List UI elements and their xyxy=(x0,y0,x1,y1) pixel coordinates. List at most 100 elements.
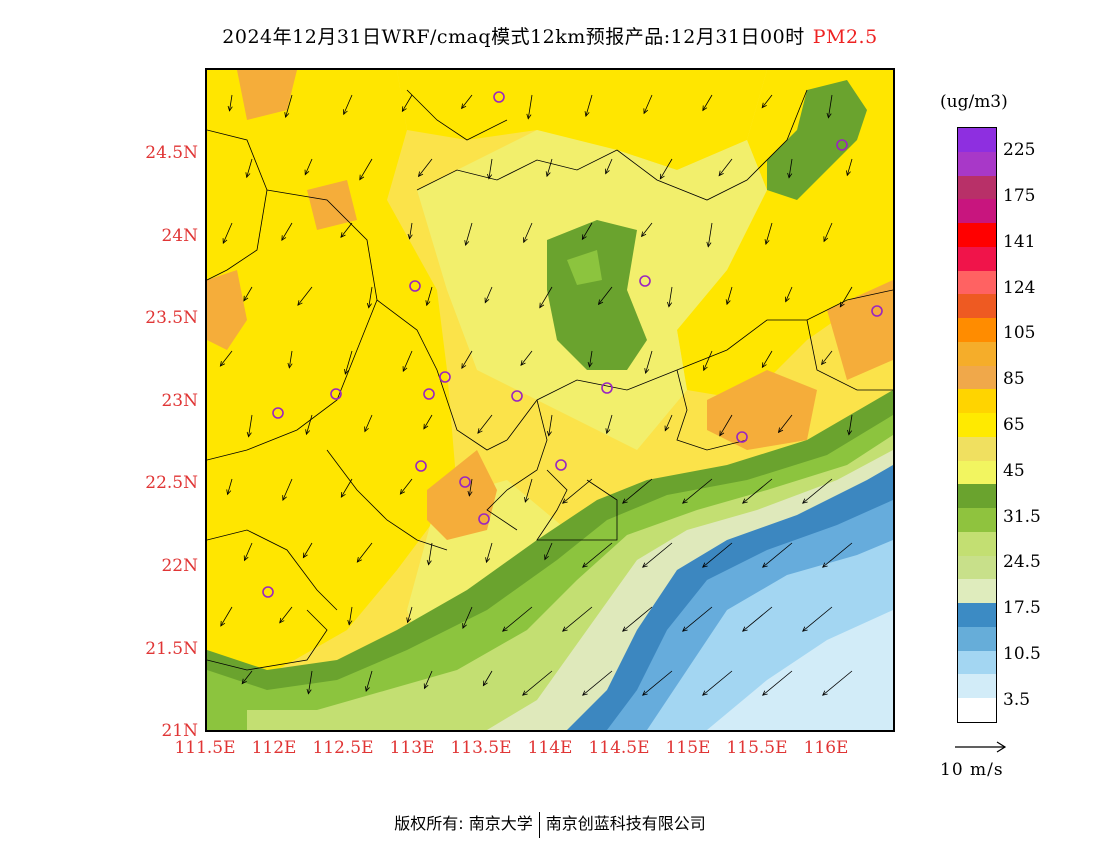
colorbar-cell xyxy=(958,199,996,224)
wind-arrow xyxy=(243,542,253,562)
colorbar xyxy=(957,127,997,723)
border-line xyxy=(207,609,328,671)
wind-arrow xyxy=(364,670,373,693)
wind-arrow xyxy=(761,350,773,369)
colorbar-unit: (ug/m3) xyxy=(940,92,1008,112)
station-markers xyxy=(262,91,883,598)
border-line xyxy=(326,449,448,551)
wind-arrow xyxy=(664,414,673,432)
border-line xyxy=(207,299,378,461)
wind-arrow xyxy=(522,670,553,696)
lon-label: 112E xyxy=(251,738,297,758)
lat-label: 22.5N xyxy=(145,473,198,493)
colorbar-label: 85 xyxy=(1003,369,1025,389)
wind-arrow xyxy=(762,670,793,696)
wind-arrow xyxy=(742,606,773,632)
wind-arrow xyxy=(562,478,593,504)
wind-reference-arrow xyxy=(955,741,1007,753)
wind-arrow xyxy=(702,94,713,112)
lon-label: 116E xyxy=(803,738,849,758)
wind-arrow xyxy=(826,94,833,119)
zone-yellow-bright-north xyxy=(397,70,767,170)
lon-label: 114.5E xyxy=(588,738,650,758)
wind-arrow xyxy=(502,606,533,632)
wind-arrow xyxy=(487,158,493,180)
station-marker xyxy=(459,476,471,488)
colorbar-label: 31.5 xyxy=(1003,507,1041,527)
wind-arrow xyxy=(340,222,353,238)
wind-arrow xyxy=(562,606,593,632)
wind-arrow xyxy=(226,478,233,496)
wind-arrow xyxy=(764,222,773,246)
wind-arrow xyxy=(227,94,233,112)
colorbar-label: 175 xyxy=(1003,186,1036,206)
colorbar-cell xyxy=(958,246,996,272)
station-marker xyxy=(511,390,523,402)
wind-arrow xyxy=(305,414,313,436)
colorbar-cell xyxy=(958,603,996,628)
wind-arrow xyxy=(544,542,553,561)
wind-arrow xyxy=(220,606,233,627)
colorbar-label: 17.5 xyxy=(1003,598,1041,618)
border-line xyxy=(486,399,548,531)
wind-arrow xyxy=(605,158,613,175)
colorbar-cell xyxy=(958,508,996,533)
lon-label: 111.5E xyxy=(174,738,236,758)
wind-arrow xyxy=(718,158,733,177)
footer-right: 南京创蓝科技有限公司 xyxy=(545,814,706,833)
station-marker xyxy=(423,388,435,400)
lon-label: 114E xyxy=(527,738,573,758)
wind-arrow xyxy=(802,606,833,632)
wind-arrow xyxy=(462,606,473,629)
wind-arrow xyxy=(281,222,293,242)
wind-arrow xyxy=(406,606,413,624)
wind-arrow xyxy=(246,414,253,438)
lat-label: 21N xyxy=(161,721,198,741)
colorbar-label: 141 xyxy=(1003,232,1036,252)
wind-arrow xyxy=(582,542,613,568)
wind-arrow xyxy=(546,414,553,437)
colorbar-cell xyxy=(958,555,996,580)
wind-arrow xyxy=(622,606,653,632)
wind-arrow xyxy=(582,670,613,696)
wind-arrow xyxy=(539,286,553,309)
colorbar-cell xyxy=(958,579,996,604)
border-line xyxy=(616,89,808,201)
wind-arrow xyxy=(245,158,253,179)
colorbar-cell xyxy=(958,413,996,438)
wind-arrow xyxy=(644,350,653,374)
title-main: 2024年12月31日WRF/cmaq模式12km预报产品:12月31日00时 xyxy=(222,26,805,48)
border-line xyxy=(416,149,618,191)
wind-arrow xyxy=(343,94,353,116)
wind-arrow xyxy=(297,286,313,306)
wind-arrow xyxy=(287,350,293,369)
wind-arrow xyxy=(402,350,413,373)
wind-arrow xyxy=(222,222,233,245)
lon-label: 112.5E xyxy=(312,738,374,758)
wind-arrow xyxy=(464,222,473,246)
wind-arrow xyxy=(846,158,853,177)
wind-arrow xyxy=(407,222,413,240)
band-blue-pale xyxy=(707,610,893,730)
wind-vectors xyxy=(219,94,853,696)
wind-arrow xyxy=(742,478,773,504)
wind-arrow xyxy=(340,478,353,498)
wind-arrow xyxy=(523,222,533,244)
colorbar-cell xyxy=(958,365,996,390)
wind-arrow xyxy=(520,350,533,366)
wind-arrow xyxy=(423,670,433,690)
wind-arrow xyxy=(306,670,313,695)
wind-arrow xyxy=(484,286,493,304)
wind-arrow xyxy=(659,158,673,180)
colorbar-label: 105 xyxy=(1003,323,1036,343)
wind-arrow xyxy=(777,414,793,434)
colorbar-cell xyxy=(958,531,996,557)
colorbar-label: 3.5 xyxy=(1003,690,1031,710)
colorbar-label: 24.5 xyxy=(1003,552,1041,572)
pm25-map xyxy=(207,70,893,730)
wind-arrow xyxy=(243,286,253,302)
admin-borders xyxy=(207,89,893,671)
wind-arrow xyxy=(219,350,233,367)
wind-arrow xyxy=(703,350,713,372)
lat-label: 21.5N xyxy=(145,639,198,659)
